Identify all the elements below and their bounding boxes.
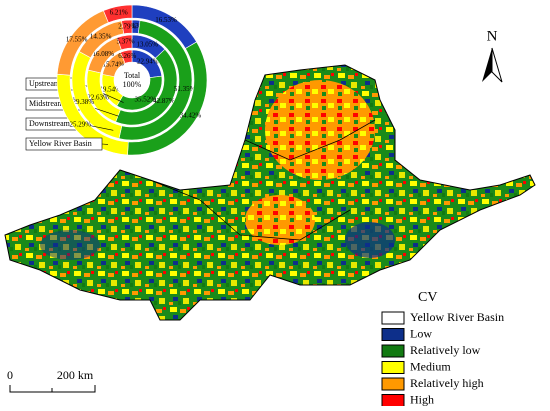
center-text: 100% <box>123 80 142 89</box>
segment-label: 17.55% <box>66 35 88 43</box>
legend-label: Low <box>410 326 432 340</box>
donut-chart: 22.94%35.52%19.54%15.74%6.26%Upstream13.… <box>26 5 207 155</box>
scale-start: 0 <box>7 368 13 382</box>
scale-end: 200 km <box>57 368 94 382</box>
callout-label: Yellow River Basin <box>29 139 92 148</box>
legend-label: Relatively high <box>410 376 484 390</box>
center-text: Total <box>124 71 141 80</box>
segment-label: 6.21% <box>110 8 128 16</box>
legend-swatch <box>382 312 404 324</box>
legend-swatch <box>382 395 404 407</box>
north-arrow: N <box>482 28 502 82</box>
legend-title: CV <box>418 290 437 305</box>
callout-label: Midstream <box>29 99 64 108</box>
legend-label: Medium <box>410 359 451 373</box>
segment-label: 34.42% <box>180 111 202 119</box>
segment-label: 16.53% <box>155 16 177 24</box>
legend-swatch <box>382 345 404 357</box>
legend: CV Yellow River Basin Low Relatively low Me… <box>382 290 504 406</box>
segment-label: 13.05% <box>137 40 159 48</box>
segment-label: 5.37% <box>116 38 134 46</box>
segment-label: 29.38% <box>73 98 95 106</box>
legend-label: High <box>410 392 434 406</box>
callout-label: Downstream <box>29 119 71 128</box>
north-label: N <box>487 28 498 44</box>
segment-label: 14.35% <box>90 32 112 40</box>
segment-label: 22.94% <box>137 58 159 66</box>
legend-swatch <box>382 329 404 341</box>
segment-label: 6.26% <box>118 52 136 60</box>
legend-swatch <box>382 362 404 374</box>
segment-label: 42.87% <box>153 97 175 105</box>
legend-label: Relatively low <box>410 343 481 357</box>
segment-label: 51.35% <box>174 85 196 93</box>
legend-swatch <box>382 378 404 390</box>
segment-label: 16.08% <box>92 50 114 58</box>
segment-label: 25.29% <box>70 121 92 129</box>
legend-label: Yellow River Basin <box>410 310 504 324</box>
segment-label: 2.79% <box>118 22 136 30</box>
scale-bar: 0 200 km <box>7 368 95 392</box>
callout-label: Upstream <box>29 79 61 88</box>
